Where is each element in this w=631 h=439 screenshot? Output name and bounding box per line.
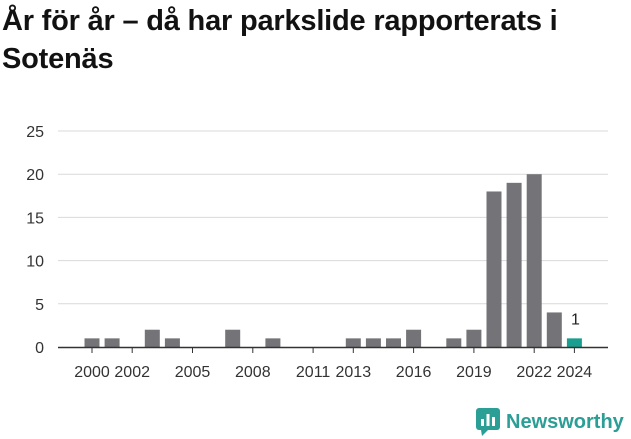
bar-2022 [526,174,542,347]
bar-2015 [386,338,401,347]
bar-2019 [466,329,482,347]
data-labels: 1 [571,311,580,328]
bar-2003 [144,329,160,347]
chart-title: År för år – då har parkslide rapporterat… [2,5,558,75]
bar-2014 [365,338,381,347]
x-tick-label: 2019 [456,364,492,381]
bar-2000 [84,338,100,347]
x-tick-label: 2011 [296,364,331,381]
y-tick-label: 15 [26,210,44,227]
data-label-2024: 1 [571,311,580,328]
bar-2020 [486,191,502,347]
x-tick-label: 2022 [516,364,552,381]
bar-2023 [546,312,562,347]
x-tick-label: 2016 [396,364,432,381]
bar-2013 [345,338,361,347]
x-tick-label: 2008 [235,364,271,381]
x-tick-label: 2013 [336,364,372,381]
bar-2024 [566,338,582,347]
bars [84,174,582,347]
newsworthy-logo: Newsworthy [476,406,624,438]
bar-2009 [265,338,281,347]
brand-name: Newsworthy [506,410,624,433]
bar-2001 [104,338,120,347]
y-tick-label: 10 [26,254,44,271]
y-tick-label: 5 [35,297,44,314]
y-tick-label: 20 [26,167,44,184]
y-tick-label: 0 [35,340,44,357]
x-tick-label: 2024 [557,364,593,381]
bar-2007 [225,329,241,347]
newsworthy-chart-bubble-icon [476,408,500,436]
bar-2018 [446,338,462,347]
x-tick-label: 2000 [74,364,110,381]
y-axis-ticks: 0 5 10 15 20 25 [26,124,44,357]
bar-2021 [506,182,522,347]
x-tick-label: 2002 [114,364,150,381]
bar-2004 [164,338,180,347]
bar-2016 [406,329,422,347]
y-tick-label: 25 [26,124,44,141]
x-tick-label: 2005 [175,364,211,381]
x-axis-ticks: 2000 2002 2005 2008 2011 2013 2016 2019 2022 2024 [74,347,592,381]
gridlines [58,130,608,305]
